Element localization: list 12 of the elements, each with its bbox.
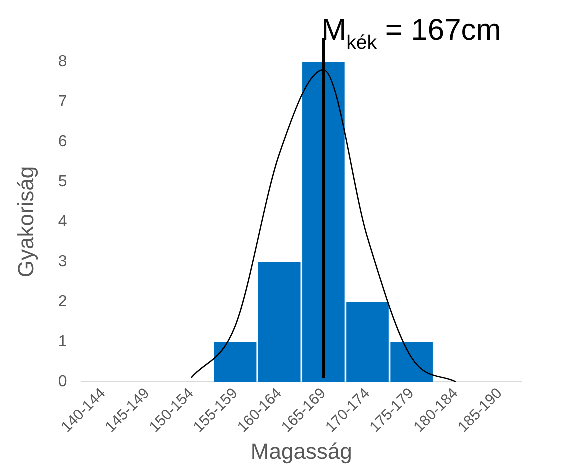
y-tick-label: 7 [58, 93, 68, 110]
y-tick-label: 4 [58, 213, 68, 230]
y-tick-label: 3 [58, 253, 68, 270]
y-tick-label: 2 [58, 293, 68, 310]
bar [214, 342, 257, 382]
y-axis-title: Gyakoriság [13, 166, 38, 278]
x-axis-title: Magasság [250, 438, 352, 464]
y-tick-label: 5 [58, 173, 68, 190]
y-tick-label: 8 [58, 53, 68, 70]
y-tick-label: 0 [58, 373, 68, 390]
y-tick-label: 6 [58, 133, 68, 150]
y-tick-label: 1 [58, 333, 68, 350]
